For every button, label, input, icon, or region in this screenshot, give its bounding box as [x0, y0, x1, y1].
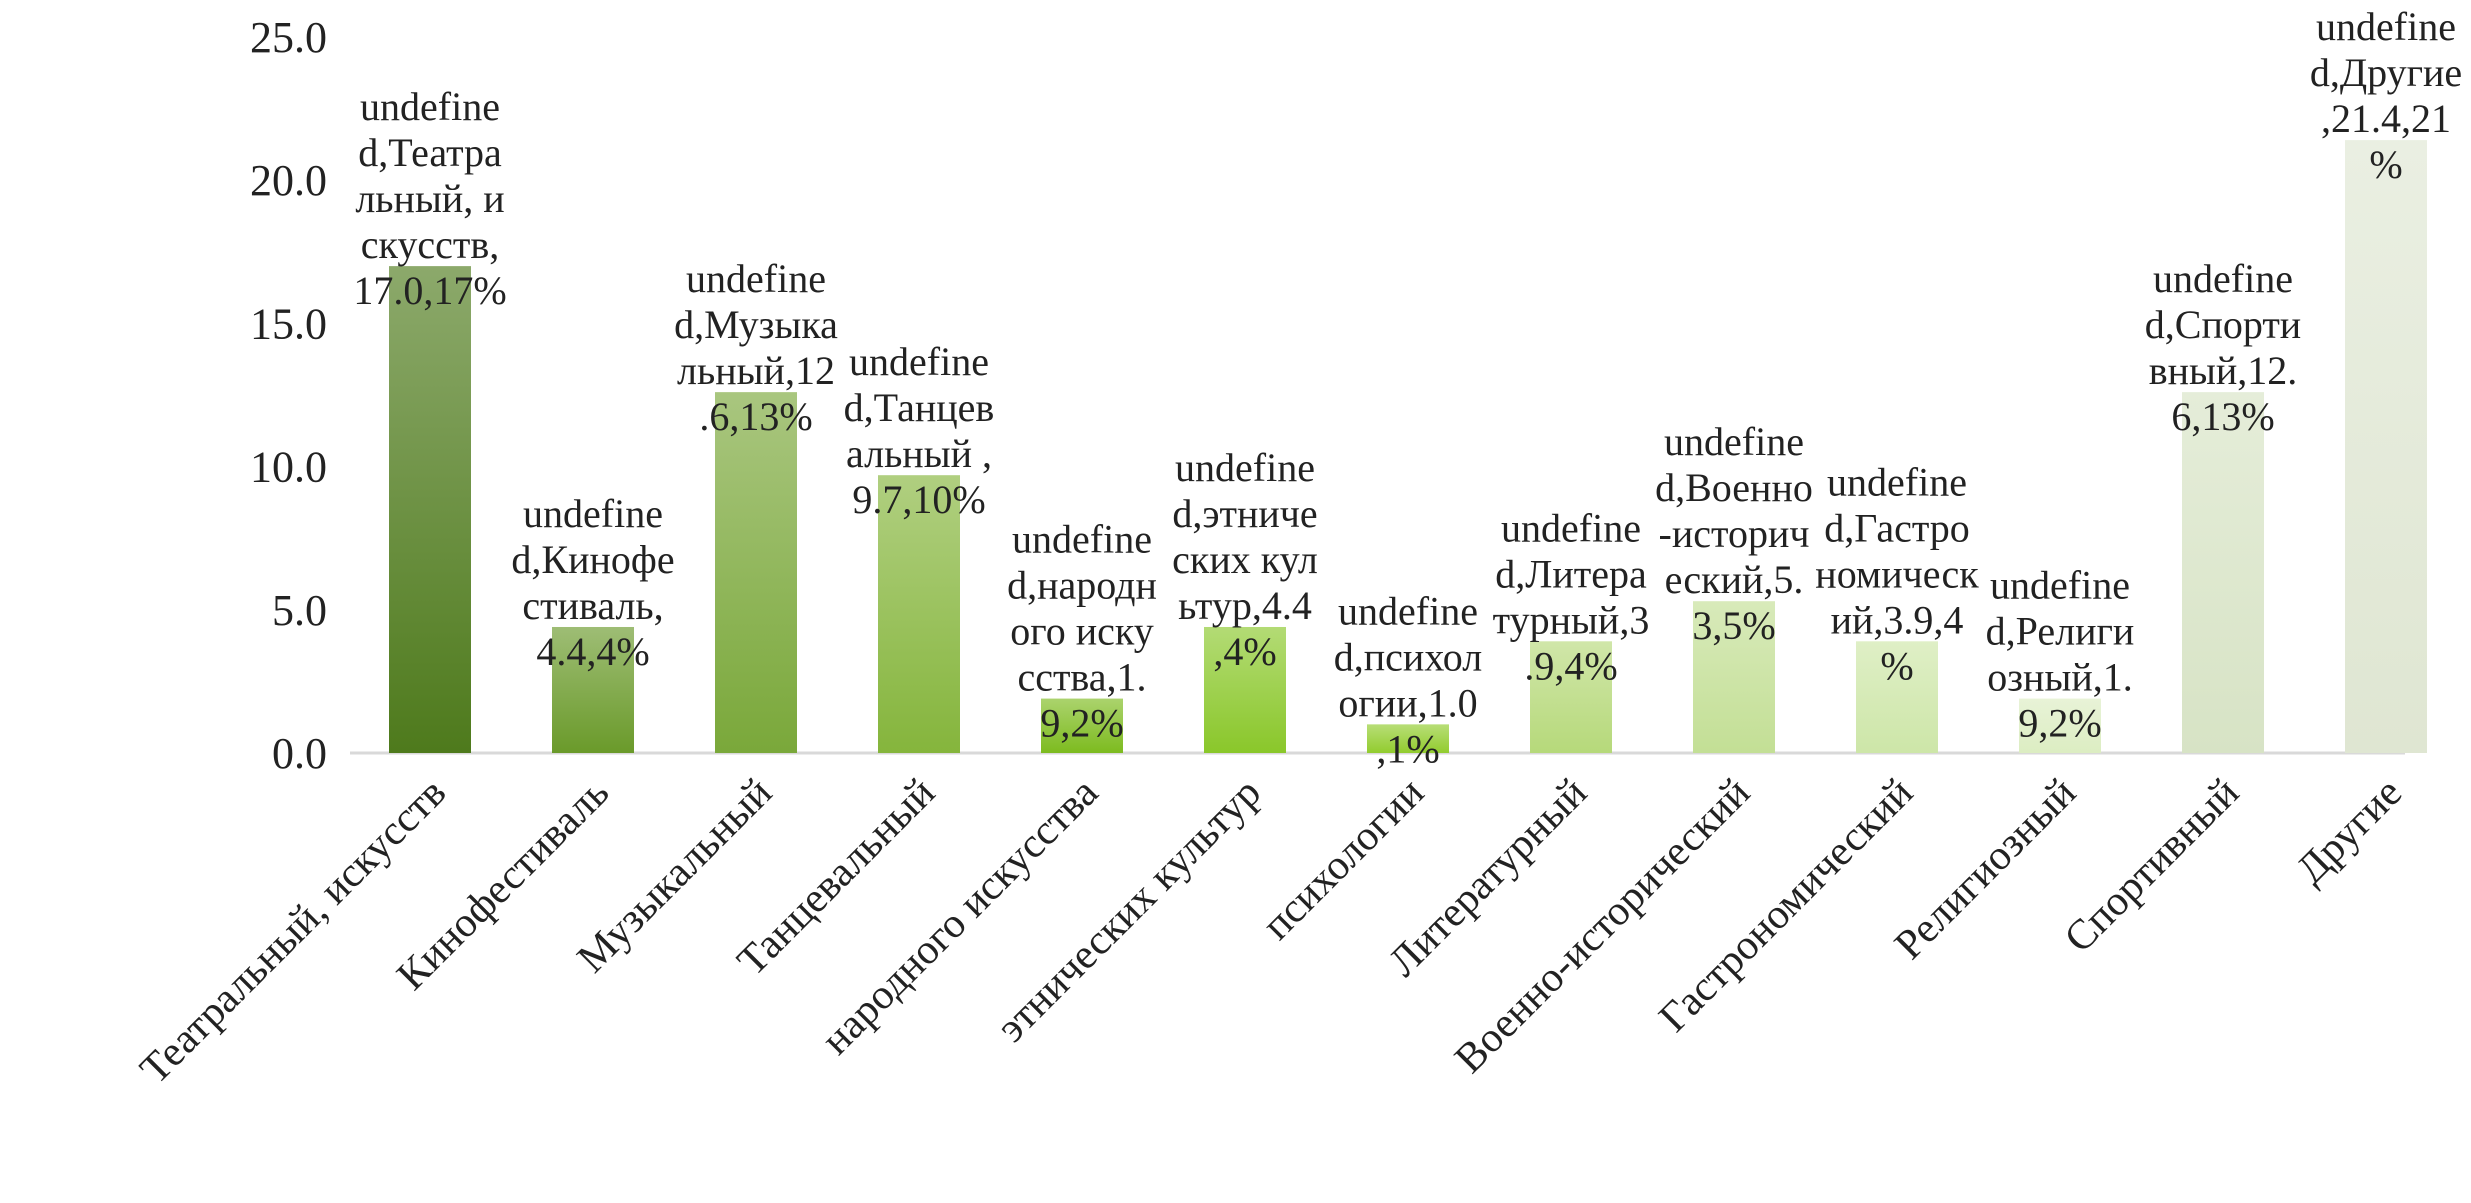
- data-label: undefine d,Театра льный, и скусств, 17.0,17%: [353, 84, 506, 313]
- y-tick-label: 10.0: [250, 443, 327, 492]
- data-label: undefine d,Другие ,21.4,21%: [2310, 4, 2462, 187]
- category-label: Спортивный: [2056, 770, 2248, 962]
- bar: [1204, 626, 1286, 753]
- category-label: Военно-исторический: [1446, 770, 1759, 1083]
- data-label: undefine d,Кинофе стиваль, 4.4,4%: [511, 491, 674, 674]
- data-label: undefine d,психол огии,1.0,1%: [1334, 588, 1483, 771]
- bar: [878, 475, 960, 753]
- bar: [715, 392, 797, 753]
- category-label: Театральный, искусств: [132, 770, 455, 1093]
- y-tick-label: 0.0: [272, 729, 327, 778]
- bar: [1693, 601, 1775, 753]
- data-label: undefine d,Музыка льный,12.6,13%: [674, 256, 838, 439]
- bar: [1856, 641, 1938, 753]
- data-label: undefine d,Спорти вный,12. 6,13%: [2145, 256, 2301, 439]
- y-tick-label: 25.0: [250, 13, 327, 62]
- data-label: undefine d,Танцев альный , 9.7,10%: [844, 339, 995, 522]
- category-label: психологии: [1254, 770, 1433, 949]
- bar: [1530, 641, 1612, 753]
- data-label: undefine d,этниче ских кул ьтур,4.4,4%: [1172, 445, 1318, 674]
- bar: [552, 626, 634, 753]
- category-label: этнических культур: [988, 770, 1270, 1052]
- y-axis-ticks: 0.0 5.0 10.0 15.0 20.0 25.0: [250, 13, 327, 778]
- category-label: Другие: [2288, 770, 2411, 893]
- data-label: undefine d,Литера турный,3.9,4%: [1493, 505, 1650, 688]
- bar: [389, 266, 471, 753]
- data-label: undefine d,Религи озный,1. 9,2%: [1986, 563, 2135, 746]
- bar: [1041, 698, 1123, 753]
- data-labels: undefine d,Театра льный, и скусств, 17.0,17%…: [353, 4, 2462, 771]
- data-label: undefine d,Военно -историч еский,5. 3,5%: [1655, 419, 1813, 648]
- bars: [389, 140, 2427, 753]
- y-tick-label: 15.0: [250, 299, 327, 348]
- bar: [2345, 140, 2427, 753]
- category-label: народного искусства: [813, 769, 1107, 1063]
- bar: [2182, 392, 2264, 753]
- data-label: undefine d,народн ого иску сства,1. 9,2%: [1007, 517, 1157, 746]
- bar: [1367, 724, 1449, 753]
- data-label: undefine d,Гастро номическ ий,3.9,4%: [1815, 459, 1979, 688]
- y-tick-label: 5.0: [272, 586, 327, 635]
- category-labels: Театральный, искусствКинофестивальМузыка…: [132, 769, 2411, 1093]
- bar: [2019, 698, 2101, 753]
- y-tick-label: 20.0: [250, 156, 327, 205]
